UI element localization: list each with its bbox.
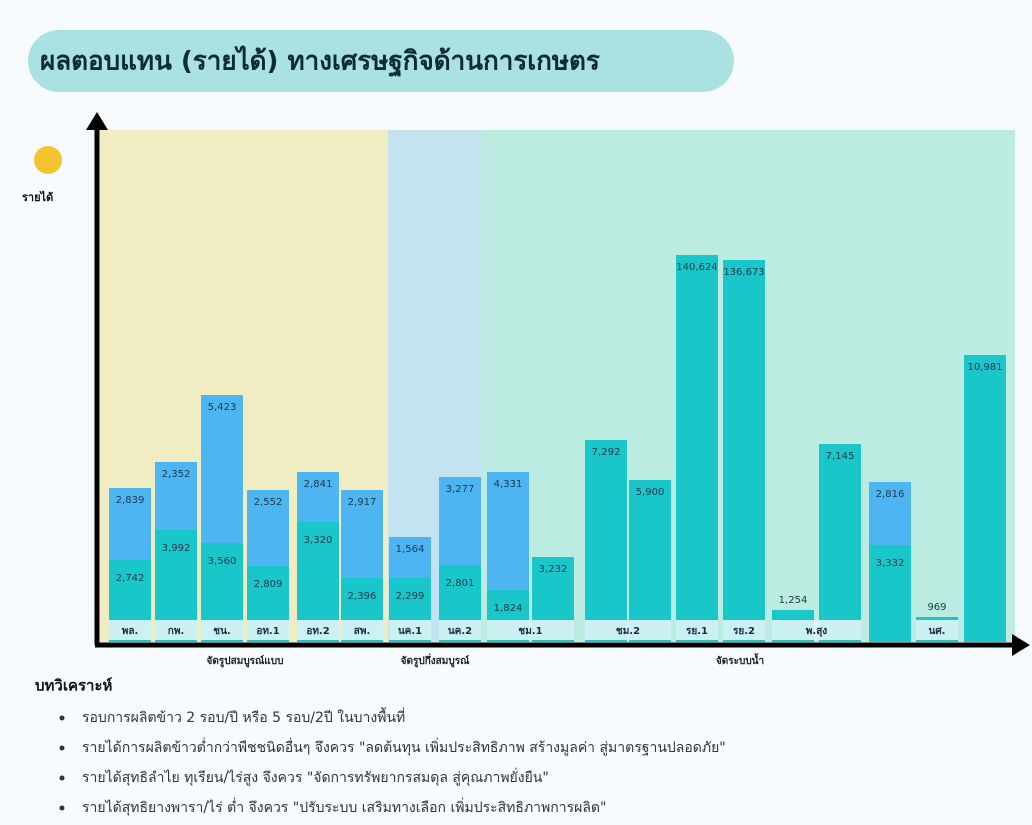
y-arrow (86, 112, 108, 130)
category-label: สพ. (354, 626, 371, 637)
y-label: รายได้ (22, 190, 53, 204)
bar (585, 440, 627, 642)
category-label: ชม.2 (616, 626, 640, 637)
value-label: 2,841 (304, 479, 333, 490)
bullet (59, 745, 65, 751)
value-label: 5,900 (636, 487, 665, 498)
category-label: นค.2 (448, 626, 472, 637)
category-box (772, 620, 861, 640)
value-label: 3,320 (304, 535, 333, 546)
value-label: 3,560 (208, 556, 237, 567)
value-label: 2,917 (348, 497, 377, 508)
category-box (201, 620, 243, 640)
value-label: 2,552 (254, 497, 283, 508)
bar-upper (201, 395, 243, 543)
bar-upper (487, 472, 529, 590)
analysis-item: รายได้สุทธิยางพารา/ไร่ ต่ำ จึงควร "ปรับร… (82, 798, 606, 816)
value-label: 140,624 (676, 262, 717, 273)
category-box (109, 620, 151, 640)
coin-icon (34, 146, 62, 174)
category-label: รย.2 (733, 626, 755, 637)
value-label: 2,801 (446, 578, 475, 589)
bar-upper (439, 477, 481, 565)
value-label: 2,299 (396, 591, 425, 602)
analysis-item: รายได้สุทธิลำไย ทุเรียน/ไร่สูง จึงควร "จ… (82, 768, 549, 786)
title: ผลตอบแทน (รายได้) ทางเศรษฐกิจด้านการเกษต… (40, 45, 600, 79)
analysis-item: รายได้การผลิตข้าวต่ำกว่าพืชชนิดอื่นๆ จึง… (82, 738, 726, 756)
value-label: 2,816 (876, 489, 905, 500)
value-label: 2,839 (116, 495, 145, 506)
value-label: 136,673 (723, 267, 764, 278)
bar-upper (297, 472, 339, 522)
category-label: นศ. (929, 626, 946, 637)
category-box (916, 620, 958, 640)
value-label: 3,992 (162, 543, 191, 554)
title-pill (28, 30, 734, 92)
value-label: 3,332 (876, 558, 905, 569)
value-label: 5,423 (208, 402, 237, 413)
category-box (439, 620, 481, 640)
bar-upper (869, 482, 911, 545)
value-label: 1,564 (396, 544, 425, 555)
bar (629, 480, 671, 642)
bar-upper (341, 490, 383, 578)
category-box (155, 620, 197, 640)
value-label: 7,292 (592, 447, 621, 458)
value-label: 10,981 (968, 362, 1003, 373)
bar (819, 444, 861, 642)
value-label: 1,824 (494, 603, 523, 614)
value-label: 2,352 (162, 469, 191, 480)
value-label: 3,277 (446, 484, 475, 495)
bar-lower (869, 545, 911, 642)
bar-upper (247, 490, 289, 566)
category-label: อท.2 (306, 626, 329, 637)
category-box (676, 620, 718, 640)
bullet (59, 805, 65, 811)
value-label: 2,809 (254, 579, 283, 590)
bullet (59, 775, 65, 781)
group-label: จัดระบบน้ำ (716, 653, 764, 667)
category-box (723, 620, 765, 640)
value-label: 2,742 (116, 573, 145, 584)
category-box (341, 620, 383, 640)
bar (676, 255, 718, 642)
bar-upper (389, 537, 431, 578)
bullet (59, 715, 65, 721)
category-box (487, 620, 574, 640)
category-box (247, 620, 289, 640)
x-arrow (1012, 634, 1030, 656)
group-label: จัดรูปกึ่งสมบูรณ์ (401, 653, 470, 668)
category-label: กพ. (168, 626, 184, 637)
value-label: 4,331 (494, 479, 523, 490)
bar-upper (109, 488, 151, 560)
value-label: 3,232 (539, 564, 568, 575)
category-label: ชน. (213, 626, 230, 637)
bar-upper (155, 462, 197, 530)
bar (723, 260, 765, 642)
bar (964, 355, 1006, 642)
category-box (585, 620, 671, 640)
analysis-item: รอบการผลิตข้าว 2 รอบ/ปี หรือ 5 รอบ/2ปี ใ… (82, 707, 405, 726)
category-label: พล. (122, 626, 139, 637)
category-label: รย.1 (686, 626, 708, 637)
value-label: 1,254 (779, 595, 808, 606)
value-label: 2,396 (348, 591, 377, 602)
group-label: จัดรูปสมบูรณ์แบบ (207, 655, 284, 668)
category-box (389, 620, 431, 640)
analysis-heading: บทวิเคราะห์ (35, 677, 113, 695)
category-label: นค.1 (398, 626, 422, 637)
value-label: 969 (927, 602, 946, 613)
category-label: ชม.1 (518, 626, 542, 637)
category-label: อท.1 (256, 626, 279, 637)
category-box (297, 620, 339, 640)
category-label: พ.สุง (806, 626, 827, 637)
value-label: 7,145 (826, 451, 855, 462)
